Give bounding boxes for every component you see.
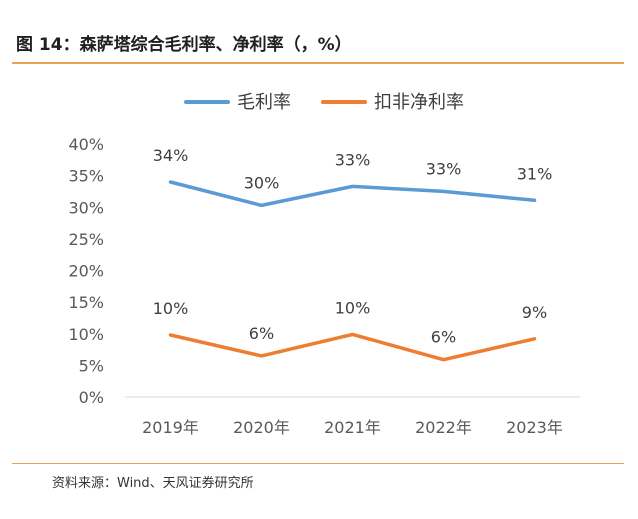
data-label: 31%: [517, 164, 553, 183]
data-label: 34%: [153, 146, 189, 165]
x-tick-label: 2021年: [324, 418, 381, 437]
legend-label: 扣非净利率: [374, 92, 464, 113]
y-tick-label: 0%: [79, 388, 104, 407]
source-note: 资料来源：Wind、天风证券研究所: [52, 476, 254, 491]
x-tick-label: 2023年: [506, 418, 563, 437]
data-label: 6%: [249, 324, 274, 343]
y-tick-label: 40%: [68, 135, 104, 154]
data-label: 10%: [153, 299, 189, 318]
y-tick-label: 35%: [68, 167, 104, 186]
y-tick-label: 15%: [68, 293, 104, 312]
data-label: 6%: [431, 328, 456, 347]
x-tick-label: 2022年: [415, 418, 472, 437]
figure-title: 图 14：森萨塔综合毛利率、净利率（，%）: [16, 35, 352, 55]
y-tick-label: 10%: [68, 325, 104, 344]
data-label: 33%: [426, 159, 462, 178]
x-tick-label: 2020年: [233, 418, 290, 437]
y-tick-label: 5%: [79, 356, 104, 375]
data-label: 30%: [244, 173, 280, 192]
y-tick-label: 25%: [68, 230, 104, 249]
series-line-0: [168, 180, 537, 208]
series-line-1: [168, 332, 537, 362]
top-divider: [12, 62, 624, 64]
x-tick-label: 2019年: [142, 418, 199, 437]
legend-label: 毛利率: [237, 92, 291, 113]
bottom-divider: [12, 463, 624, 464]
data-label: 10%: [335, 298, 371, 317]
data-label: 9%: [522, 303, 547, 322]
y-tick-label: 30%: [68, 198, 104, 217]
data-label: 33%: [335, 150, 371, 169]
y-tick-label: 20%: [68, 262, 104, 281]
